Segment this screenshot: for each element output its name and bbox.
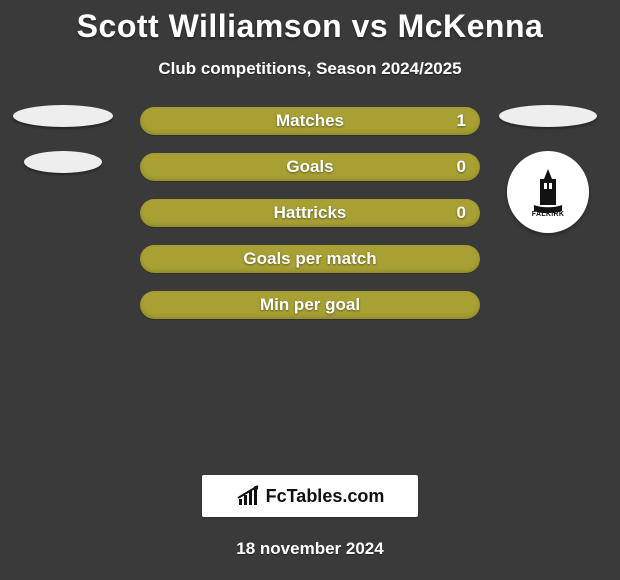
club-badge-label: FALKIRK — [532, 211, 564, 218]
stat-bar-value: 0 — [457, 203, 466, 223]
brand-text: FcTables.com — [266, 486, 385, 507]
page-title: Scott Williamson vs McKenna — [0, 0, 620, 45]
right-player-column: FALKIRK — [496, 105, 600, 233]
stat-bar-label: Min per goal — [260, 295, 360, 315]
stat-bar-label: Goals per match — [243, 249, 376, 269]
stat-bars: Matches 1 Goals 0 Hattricks 0 Goals per match M… — [140, 107, 480, 337]
stat-bar: Min per goal — [140, 291, 480, 319]
fctables-icon — [236, 485, 262, 507]
stat-bar: Hattricks 0 — [140, 199, 480, 227]
comparison-body: Matches 1 Goals 0 Hattricks 0 Goals per match M… — [0, 107, 620, 347]
player-marker-ellipse — [499, 105, 597, 127]
stat-bar: Goals per match — [140, 245, 480, 273]
stat-bar-value: 1 — [457, 111, 466, 131]
subtitle: Club competitions, Season 2024/2025 — [0, 59, 620, 79]
stat-bar-label: Matches — [276, 111, 344, 131]
club-tower-icon — [528, 167, 568, 213]
player-marker-ellipse — [13, 105, 113, 127]
brand-box: FcTables.com — [202, 475, 418, 517]
date-line: 18 november 2024 — [0, 539, 620, 559]
stat-bar-label: Goals — [286, 157, 333, 177]
stat-bar-value: 0 — [457, 157, 466, 177]
club-badge: FALKIRK — [507, 151, 589, 233]
bar-chart-glyph — [238, 486, 258, 505]
stat-bar: Matches 1 — [140, 107, 480, 135]
stat-bar-label: Hattricks — [274, 203, 347, 223]
stat-bar: Goals 0 — [140, 153, 480, 181]
left-player-column — [8, 105, 118, 197]
comparison-card: Scott Williamson vs McKenna Club competi… — [0, 0, 620, 580]
player-marker-ellipse — [24, 151, 102, 173]
club-badge-inner: FALKIRK — [528, 167, 568, 218]
